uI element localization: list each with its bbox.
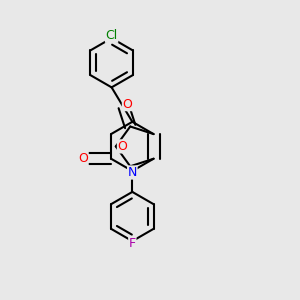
Text: O: O: [122, 98, 132, 111]
Text: N: N: [128, 166, 137, 179]
Text: O: O: [78, 152, 88, 165]
Text: O: O: [117, 140, 127, 153]
Text: Cl: Cl: [106, 29, 118, 42]
Text: F: F: [129, 237, 136, 250]
